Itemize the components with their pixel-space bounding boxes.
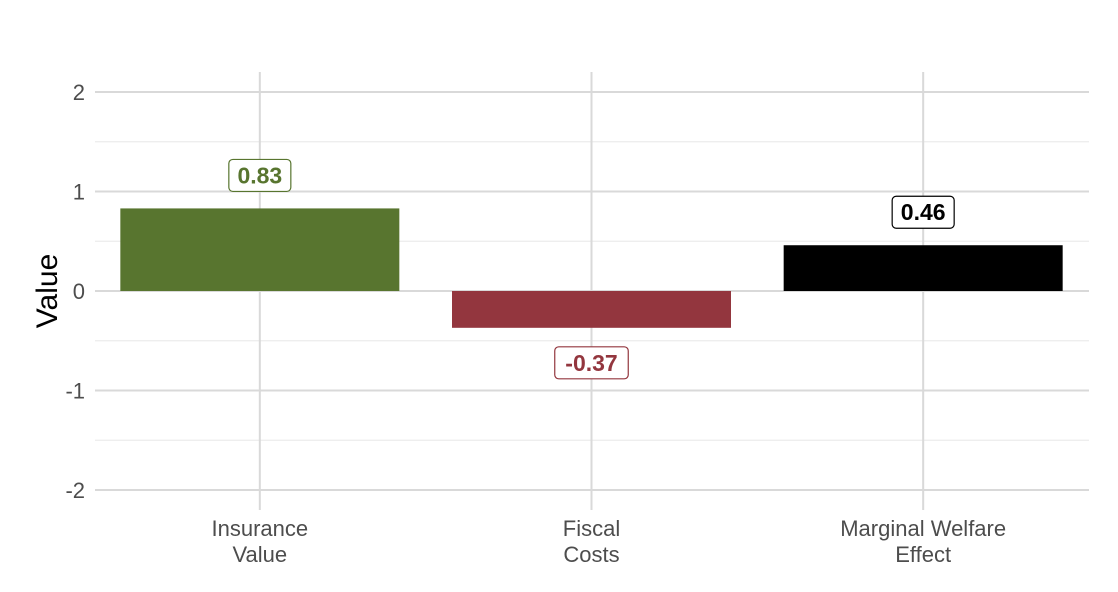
bar [452, 291, 731, 328]
y-tick-label: 1 [73, 180, 85, 205]
y-tick-label: -2 [65, 478, 85, 503]
y-axis-title: Value [31, 254, 64, 329]
data-label: 0.46 [891, 195, 955, 229]
x-tick-label: Fiscal Costs [563, 516, 620, 567]
y-tick-label: -1 [65, 379, 85, 404]
y-tick-label: 0 [73, 279, 85, 304]
bars [120, 208, 1063, 328]
x-tick-label: Insurance Value [212, 516, 309, 567]
data-labels: 0.83 -0.37 0.46 [228, 158, 955, 380]
data-label: 0.83 [228, 158, 292, 193]
data-label-box [891, 195, 955, 229]
data-label-box [554, 346, 629, 380]
x-tick-label: Marginal Welfare Effect [840, 516, 1006, 567]
axes: Value -2 -1 0 1 2 Insurance Value Fiscal Costs Ma… [31, 80, 1006, 567]
bar [783, 245, 1063, 291]
data-label-text: 0.83 [237, 162, 282, 188]
data-label-box [228, 158, 292, 193]
bar [120, 208, 400, 291]
data-label: -0.37 [554, 346, 629, 380]
data-label-text: -0.37 [565, 350, 617, 376]
data-label-text: 0.46 [901, 199, 946, 225]
y-tick-label: 2 [73, 80, 85, 105]
